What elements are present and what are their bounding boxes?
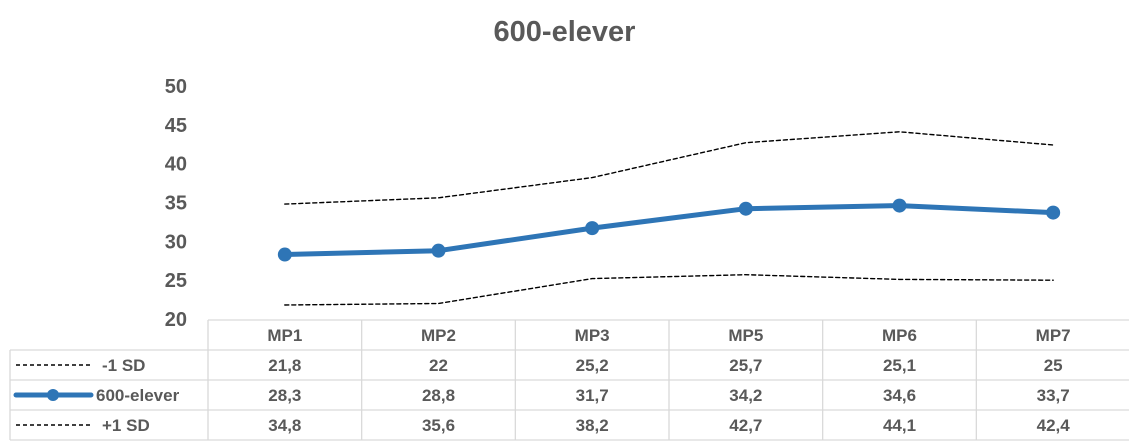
- series-lines: [277, 131, 1061, 306]
- legend-label-1-sd: -1 SD: [102, 356, 145, 375]
- y-tick-label: 20: [165, 309, 187, 331]
- data-point-600-elever: [585, 221, 600, 236]
- table-cell-value: 22: [429, 356, 448, 375]
- table-cell-value: 28,3: [268, 386, 301, 405]
- series-line-1-sd: [284, 131, 1054, 205]
- chart-title: 600-elever: [493, 16, 636, 48]
- table-cell-value: 25: [1044, 356, 1063, 375]
- data-point-600-elever: [738, 201, 753, 216]
- category-label: MP1: [267, 326, 302, 345]
- legend-label-600-elever: 600-elever: [96, 386, 180, 405]
- table-cell-value: 42,4: [1037, 416, 1071, 435]
- table-cell-value: 25,7: [729, 356, 762, 375]
- category-label: MP3: [575, 326, 610, 345]
- y-tick-label: 30: [165, 231, 187, 253]
- table-cell-value: 42,7: [729, 416, 762, 435]
- table-cell-value: 44,1: [883, 416, 916, 435]
- table-cell-value: 21,8: [268, 356, 301, 375]
- table-cell-value: 34,8: [268, 416, 301, 435]
- table-cell-value: 28,8: [422, 386, 455, 405]
- table-cell-value: 38,2: [576, 416, 609, 435]
- y-tick-label: 40: [165, 154, 187, 176]
- legend-label-1-sd: +1 SD: [102, 416, 150, 435]
- category-label: MP2: [421, 326, 456, 345]
- table-cell-value: 33,7: [1037, 386, 1070, 405]
- table-cell-value: 34,6: [883, 386, 916, 405]
- y-tick-label: 50: [165, 76, 187, 98]
- legend-marker-600-elever: [47, 389, 59, 401]
- data-point-600-elever: [277, 247, 292, 262]
- category-label: MP7: [1036, 326, 1071, 345]
- data-point-600-elever: [892, 198, 907, 213]
- category-label: MP5: [728, 326, 763, 345]
- category-label: MP6: [882, 326, 917, 345]
- y-tick-label: 25: [165, 270, 187, 292]
- series-line-600-elever: [282, 203, 1056, 257]
- data-point-600-elever: [1046, 205, 1061, 220]
- data-table: MP1 MP2 MP3 MP5 MP6 MP7 -1 SD 21,8 22 25,2 25,7 25,…: [9, 319, 1129, 441]
- table-cell-value: 34,2: [729, 386, 762, 405]
- table-cell-value: 35,6: [422, 416, 455, 435]
- table-cell-value: 25,1: [883, 356, 916, 375]
- y-axis: 20 25 30 35 40 45 50: [165, 76, 187, 331]
- data-point-600-elever: [431, 243, 446, 258]
- y-tick-label: 35: [165, 193, 187, 215]
- table-cell-value: 25,2: [576, 356, 609, 375]
- table-cell-value: 31,7: [576, 386, 609, 405]
- y-tick-label: 45: [165, 115, 187, 137]
- series-line-1-sd: [284, 274, 1054, 306]
